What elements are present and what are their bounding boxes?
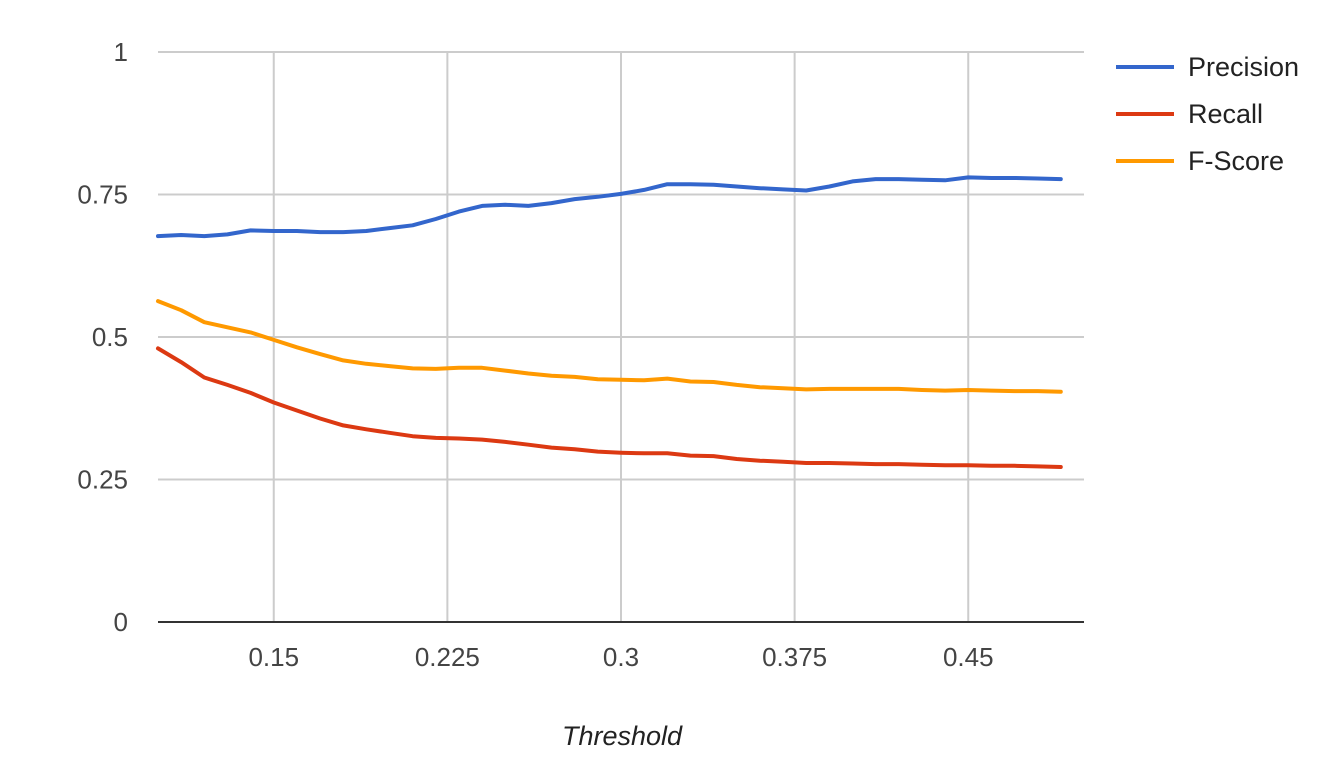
y-tick-label: 1 [114, 37, 128, 67]
y-tick-label: 0.5 [92, 322, 128, 352]
x-tick-label: 0.45 [943, 642, 994, 672]
y-tick-labels: 0 0.25 0.5 0.75 1 [77, 37, 128, 637]
x-tick-label: 0.375 [762, 642, 827, 672]
series-line-precision [156, 175, 1063, 239]
y-tick-label: 0 [114, 607, 128, 637]
y-tick-label: 0.25 [77, 465, 128, 495]
legend: Precision Recall F-Score [1116, 52, 1299, 176]
legend-label-recall: Recall [1188, 99, 1263, 129]
y-tick-label: 0.75 [77, 180, 128, 210]
series-line-recall [156, 346, 1063, 469]
x-axis-title: Threshold [562, 721, 683, 751]
x-tick-label: 0.15 [248, 642, 299, 672]
gridlines [158, 51, 1084, 622]
x-tick-label: 0.225 [415, 642, 480, 672]
series-line-f-score [156, 299, 1063, 394]
legend-label-precision: Precision [1188, 52, 1299, 82]
x-tick-label: 0.3 [603, 642, 639, 672]
series-lines [156, 175, 1063, 469]
x-tick-labels: 0.15 0.225 0.3 0.375 0.45 [248, 642, 993, 672]
legend-label-f-score: F-Score [1188, 146, 1284, 176]
